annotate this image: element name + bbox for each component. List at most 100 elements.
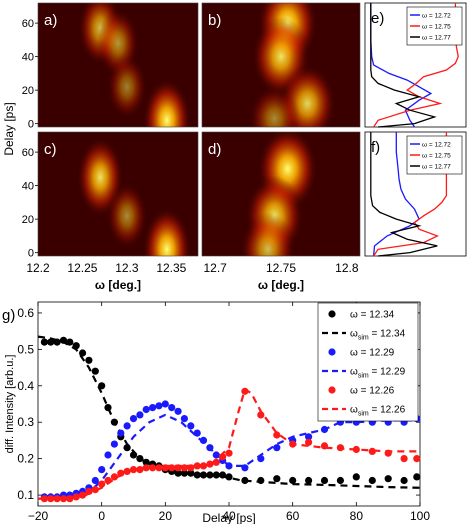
heatmap-panels: a) 0 20 40 60 b) c) 0 20 40 60 12.2 12.25 12.3 12.35 ω … [2,2,361,292]
data-point [47,495,55,503]
heatmap-features [248,3,336,127]
data-point [206,460,214,468]
legend-entry: ω = 12.29 [350,348,395,359]
data-point [305,433,313,441]
y-axis-label: diff. Intensity [arb.u.] [4,355,16,454]
panel-d: d) 12.7 12.75 12.8 ω [deg.] [201,131,361,292]
data-point [104,451,112,459]
y-tick-label: 0.4 [17,379,34,393]
data-point [110,473,118,481]
data-point [129,451,138,459]
x-tick-label: 100 [410,509,430,523]
data-point [79,349,87,357]
data-point [79,491,87,499]
data-point [155,402,163,410]
panel-label-a: a) [44,12,57,29]
data-point [149,404,157,412]
legend-entry: ωsim = 12.29 [350,367,406,380]
data-point [225,462,233,470]
data-point [142,464,150,472]
data-point [53,495,61,503]
data-point [320,442,329,450]
data-point [320,476,329,485]
data-point [257,411,265,419]
line-panels: ω = 12.72ω = 12.75ω = 12.77e)ω = 12.72 ω … [364,2,467,257]
x-tick-label: 12.35 [156,261,186,275]
data-point [85,487,93,495]
data-point [180,464,188,472]
data-point [98,480,106,488]
data-point [187,464,195,472]
data-point [136,455,144,463]
data-point [136,411,144,419]
data-point [53,338,61,346]
data-point [206,471,214,479]
panel-label-f: f) [371,139,380,156]
legend-entry: ω = 12.34 [350,310,395,321]
data-point [187,422,195,430]
panel-a: a) 0 20 40 60 [22,2,199,131]
y-tick-label: 20 [22,85,34,97]
data-point [59,495,68,503]
legend-entry: ω = 12.77 [422,164,451,171]
data-point [212,458,220,466]
data-point [98,466,106,474]
data-point [174,469,182,477]
y-tick-label: 0 [28,248,34,260]
panel-f: ω = 12.72 ω = 12.75 ω = 12.77 f) [364,131,467,257]
panel-frame [37,2,199,128]
data-point [219,471,227,479]
data-point [161,464,169,472]
data-point [123,422,131,430]
data-point [136,466,144,474]
data-point [273,444,281,452]
legend-swatch [328,348,336,356]
x-tick-label: 40 [222,509,236,523]
panel-c: c) 0 20 40 60 12.2 12.25 12.3 12.35 ω [deg.] [22,131,199,292]
panel-b: b) [201,2,361,128]
data-point [117,469,125,477]
data-point [168,404,176,412]
legend-entry: ω = 12.75 [422,153,451,160]
data-point [193,429,201,437]
data-point [352,445,360,454]
series-line [370,132,438,257]
data-point [40,495,49,503]
data-point [168,464,176,472]
x-tick-label: 12.25 [67,261,97,275]
panel-frame [37,131,199,257]
x-tick-label: −20 [28,509,49,523]
panel-e: ω = 12.72 ω = 12.75 ω = 12.77 e) [364,2,467,128]
data-point [413,455,421,463]
data-point [289,440,297,448]
x-tick-label: 0 [98,509,105,523]
data-point [400,476,408,485]
data-point [336,444,344,452]
data-point [219,453,227,461]
y-axis-label: Delay [ps] [2,102,16,155]
data-point [199,436,208,444]
data-point [91,476,99,485]
data-point [149,464,157,472]
x-axis-label: ω [deg.] [258,278,304,292]
y-tick-label: 0 [28,119,34,131]
data-point [413,473,421,481]
legend-entry: ω = 12.72 [422,13,451,20]
data-point [72,342,80,350]
heatmap-feature [248,85,300,127]
y-tick-label: 0.2 [17,452,34,466]
data-point [129,466,138,474]
data-point [212,471,220,479]
y-tick-label: 0.5 [17,342,34,356]
data-point [47,338,55,346]
series-line [370,3,437,128]
panel-frame [201,2,361,128]
heatmap-feature [106,54,147,119]
data-point [123,444,131,452]
data-point [123,467,131,475]
x-tick-label: 12.3 [115,261,139,275]
data-point [142,458,150,466]
data-point [91,486,99,494]
series-line [372,132,420,257]
data-point [72,493,80,501]
